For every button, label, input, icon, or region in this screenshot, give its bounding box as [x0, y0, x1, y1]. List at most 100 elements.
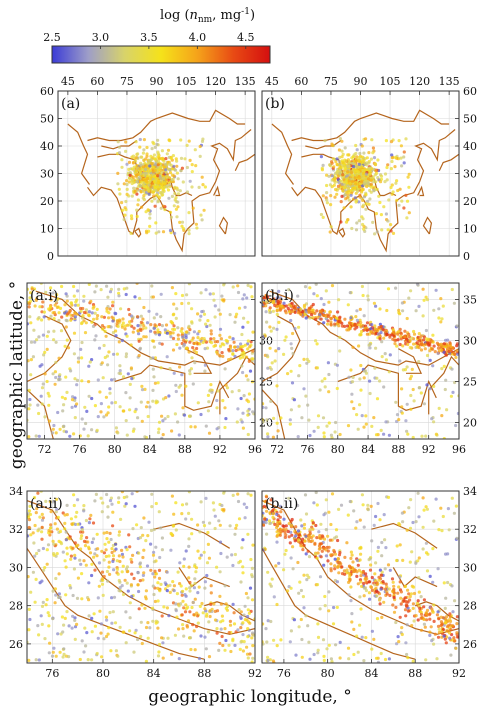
data-point — [351, 375, 355, 379]
data-point — [211, 501, 215, 505]
data-point — [292, 304, 296, 308]
data-point — [230, 390, 234, 394]
data-point — [364, 422, 368, 426]
data-point — [191, 336, 195, 340]
data-point — [284, 548, 288, 553]
data-point — [419, 391, 423, 395]
data-point — [142, 305, 146, 310]
data-point — [91, 521, 96, 525]
data-point — [232, 340, 236, 344]
data-point — [275, 512, 279, 517]
data-point — [305, 573, 309, 577]
data-point — [53, 522, 57, 526]
data-point — [352, 509, 356, 513]
data-point — [400, 387, 404, 391]
data-point — [331, 622, 336, 626]
data-point — [133, 631, 137, 635]
data-point — [277, 347, 281, 351]
data-point — [141, 188, 145, 192]
data-point — [326, 322, 330, 326]
data-point — [389, 229, 393, 233]
data-point — [278, 515, 282, 519]
data-point — [356, 582, 360, 586]
data-point — [350, 400, 354, 404]
data-point — [451, 624, 455, 628]
data-point — [376, 545, 380, 550]
data-point — [452, 636, 456, 640]
data-point — [93, 624, 97, 628]
data-point — [170, 320, 174, 325]
data-point — [277, 561, 281, 565]
data-point — [431, 547, 435, 551]
data-point — [124, 355, 128, 359]
data-point — [169, 335, 173, 339]
data-point — [265, 532, 269, 536]
data-point — [120, 584, 124, 588]
data-point — [386, 287, 391, 291]
data-point — [249, 285, 253, 289]
data-point — [123, 324, 127, 328]
data-point — [53, 382, 57, 386]
colorbar-tick-label: 3.0 — [92, 31, 110, 44]
data-point — [273, 303, 277, 308]
data-point — [153, 174, 157, 178]
data-point — [38, 581, 42, 585]
data-point — [118, 192, 122, 196]
data-point — [249, 493, 253, 497]
data-point — [172, 312, 176, 316]
data-point — [359, 574, 363, 578]
data-point — [229, 649, 233, 654]
data-point — [424, 612, 429, 616]
data-point — [394, 286, 398, 290]
data-point — [41, 600, 45, 605]
data-point — [152, 592, 156, 597]
data-point — [121, 555, 125, 559]
data-point — [110, 401, 114, 405]
data-point — [43, 566, 47, 570]
data-point — [428, 574, 432, 579]
data-point — [208, 609, 212, 613]
data-point — [132, 650, 136, 654]
data-point — [114, 334, 118, 338]
data-point — [31, 531, 35, 535]
data-point — [326, 559, 330, 563]
data-point — [445, 629, 450, 633]
data-point — [157, 427, 161, 431]
data-point — [248, 345, 252, 349]
data-point — [80, 379, 84, 383]
data-point — [178, 365, 182, 369]
data-point — [205, 561, 210, 565]
data-point — [347, 571, 351, 576]
data-point — [343, 146, 347, 150]
data-point — [176, 205, 180, 209]
data-point — [72, 331, 77, 335]
data-point — [120, 570, 124, 574]
data-point — [338, 335, 342, 339]
data-point — [368, 166, 372, 170]
data-point — [268, 658, 272, 662]
data-point — [38, 305, 42, 309]
country-borders — [271, 109, 459, 253]
data-point — [450, 367, 454, 371]
data-point — [103, 329, 107, 333]
data-point — [299, 588, 303, 593]
data-point — [329, 194, 333, 198]
data-point — [446, 580, 450, 585]
data-point — [73, 522, 78, 527]
data-point — [144, 326, 148, 330]
data-point — [93, 552, 97, 556]
data-point — [152, 190, 156, 194]
data-point — [362, 168, 366, 172]
data-point — [271, 300, 275, 304]
data-point — [165, 331, 169, 335]
data-point — [246, 378, 250, 382]
data-point — [122, 287, 126, 291]
data-point — [251, 631, 255, 635]
data-point — [242, 316, 246, 320]
data-point — [72, 503, 76, 508]
data-point — [223, 584, 227, 588]
data-point — [147, 309, 151, 313]
data-point — [297, 404, 301, 408]
data-point — [162, 185, 166, 189]
data-point — [151, 619, 155, 623]
